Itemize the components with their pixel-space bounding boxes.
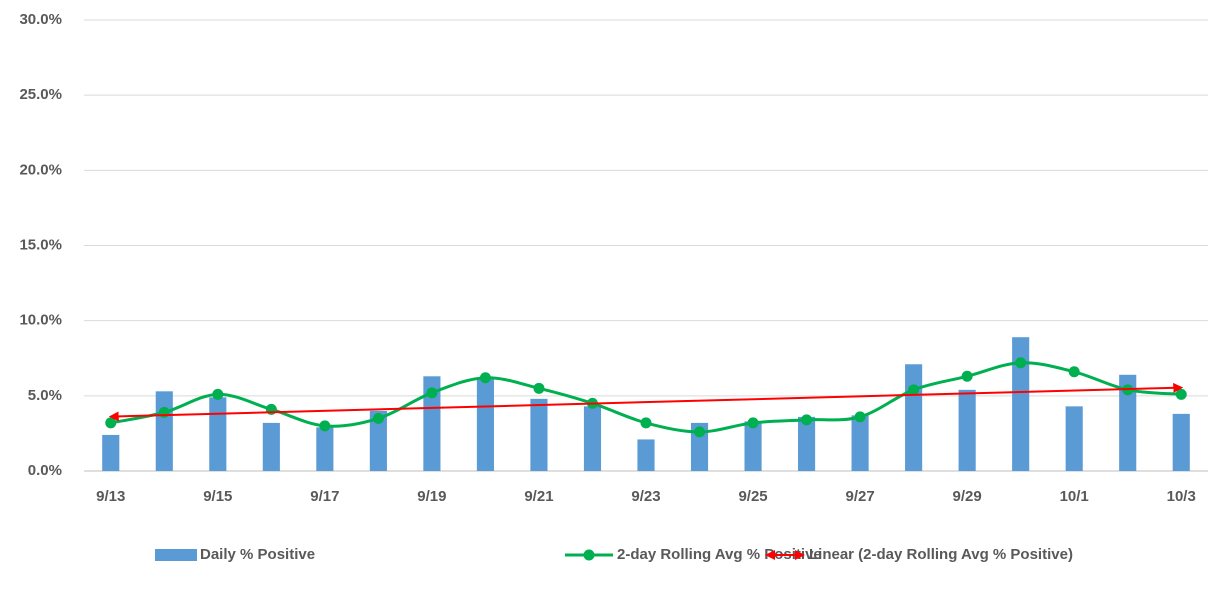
bar [958, 389, 976, 471]
bar [1065, 406, 1083, 471]
trendline [108, 382, 1184, 422]
point [105, 417, 117, 429]
x-tick-label: 9/19 [417, 488, 446, 505]
x-tick-label: 9/17 [310, 488, 339, 505]
y-tick-label: 25.0% [19, 86, 62, 103]
point [372, 412, 384, 424]
bar [209, 397, 227, 471]
bar [530, 398, 548, 471]
point [961, 370, 973, 382]
y-tick-label: 5.0% [28, 387, 62, 404]
legend-label: Daily % Positive [200, 546, 315, 563]
bar [851, 415, 869, 471]
point [1175, 388, 1187, 400]
point [319, 420, 331, 432]
bar [155, 391, 173, 471]
bar [905, 364, 923, 471]
point [212, 388, 224, 400]
x-tick-label: 9/27 [845, 488, 874, 505]
bar [798, 416, 816, 471]
bar [102, 434, 120, 471]
bar [583, 406, 602, 471]
point [801, 414, 813, 426]
x-tick-label: 9/21 [524, 488, 553, 505]
point [533, 382, 545, 394]
point [1015, 357, 1027, 369]
point [747, 417, 759, 429]
x-tick-label: 9/13 [96, 488, 125, 505]
y-tick-label: 10.0% [19, 312, 62, 329]
legend-label: Linear (2-day Rolling Avg % Positive) [809, 546, 1073, 563]
x-tick-label: 9/25 [738, 488, 767, 505]
bar [316, 427, 334, 471]
bar [1172, 413, 1190, 471]
point [1068, 366, 1080, 378]
point [479, 372, 491, 384]
bar [369, 410, 387, 471]
point [854, 411, 866, 423]
point [694, 426, 706, 438]
point [908, 384, 920, 396]
y-tick-label: 0.0% [28, 462, 62, 479]
bar [744, 421, 762, 471]
x-tick-label: 9/29 [953, 488, 982, 505]
y-tick-label: 30.0% [19, 11, 62, 28]
bar [262, 422, 280, 471]
x-tick-label: 10/3 [1167, 488, 1196, 505]
x-tick-label: 9/15 [203, 488, 232, 505]
legend-marker [583, 549, 595, 561]
y-tick-label: 20.0% [19, 161, 62, 178]
x-tick-label: 9/23 [631, 488, 660, 505]
legend-swatch [155, 549, 197, 561]
bar [476, 377, 494, 471]
point [640, 417, 652, 429]
bar [637, 439, 655, 471]
point [426, 387, 438, 399]
x-tick-label: 10/1 [1060, 488, 1089, 505]
y-tick-label: 15.0% [19, 236, 62, 253]
